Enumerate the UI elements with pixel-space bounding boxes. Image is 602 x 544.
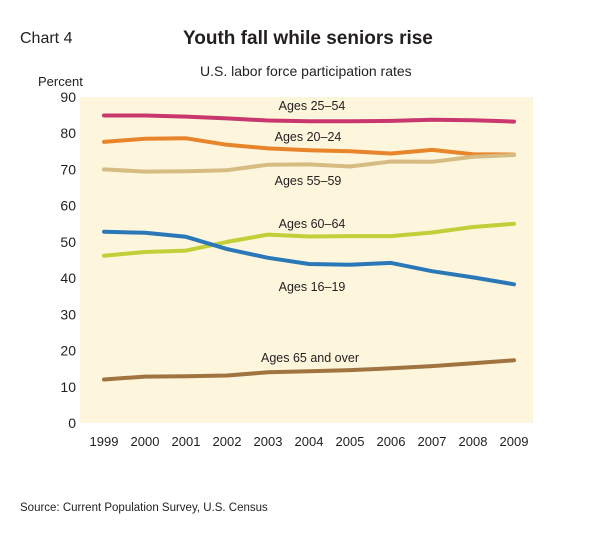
x-tick-label: 2005: [336, 434, 365, 449]
y-tick-label: 80: [60, 125, 76, 141]
y-axis-label: Percent: [38, 74, 83, 89]
series-label: Ages 20–24: [275, 130, 342, 144]
series-label: Ages 60–64: [279, 217, 346, 231]
y-tick-label: 10: [60, 379, 76, 395]
series-line: [102, 136, 516, 157]
x-tick-label: 2004: [295, 434, 324, 449]
x-tick-label: 2001: [172, 434, 201, 449]
y-tick-label: 30: [60, 306, 76, 322]
x-tick-label: 2006: [377, 434, 406, 449]
source-note: Source: Current Population Survey, U.S. …: [20, 502, 268, 514]
chart-number: Chart 4: [20, 30, 73, 47]
chart-title: Youth fall while seniors rise: [183, 28, 433, 49]
x-tick-label: 1999: [90, 434, 119, 449]
x-axis: 1999 2000 2001 2002 2003 2004 2005 2006 2007 2008…: [90, 434, 529, 449]
series-label: Ages 55–59: [275, 174, 342, 188]
series-line: [102, 153, 516, 174]
y-tick-label: 70: [60, 161, 76, 177]
series-label: Ages 65 and over: [261, 351, 359, 365]
y-tick-label: 90: [60, 89, 76, 105]
x-tick-label: 2009: [500, 434, 529, 449]
series-line: [102, 113, 516, 124]
x-tick-label: 2007: [418, 434, 447, 449]
y-axis: 0 10 20 30 40 50 60 70 80 90: [60, 89, 76, 431]
y-tick-label: 40: [60, 270, 76, 286]
x-tick-label: 2008: [459, 434, 488, 449]
y-tick-label: 50: [60, 234, 76, 250]
y-tick-label: 0: [68, 415, 76, 431]
plot-area: [80, 97, 533, 423]
chart-subtitle: U.S. labor force participation rates: [200, 63, 412, 79]
series-line: [102, 221, 516, 258]
series-line: [102, 229, 516, 287]
y-tick-label: 20: [60, 343, 76, 359]
x-tick-label: 2002: [213, 434, 242, 449]
series-label: Ages 16–19: [279, 280, 346, 294]
y-tick-label: 60: [60, 198, 76, 214]
x-tick-label: 2000: [131, 434, 160, 449]
series-labels: Ages 25–54 Ages 20–24 Ages 55–59 Ages 60–64…: [261, 99, 359, 365]
series-label: Ages 25–54: [279, 99, 346, 113]
x-tick-label: 2003: [254, 434, 283, 449]
series-line: [102, 358, 516, 382]
series-lines: [102, 113, 516, 382]
